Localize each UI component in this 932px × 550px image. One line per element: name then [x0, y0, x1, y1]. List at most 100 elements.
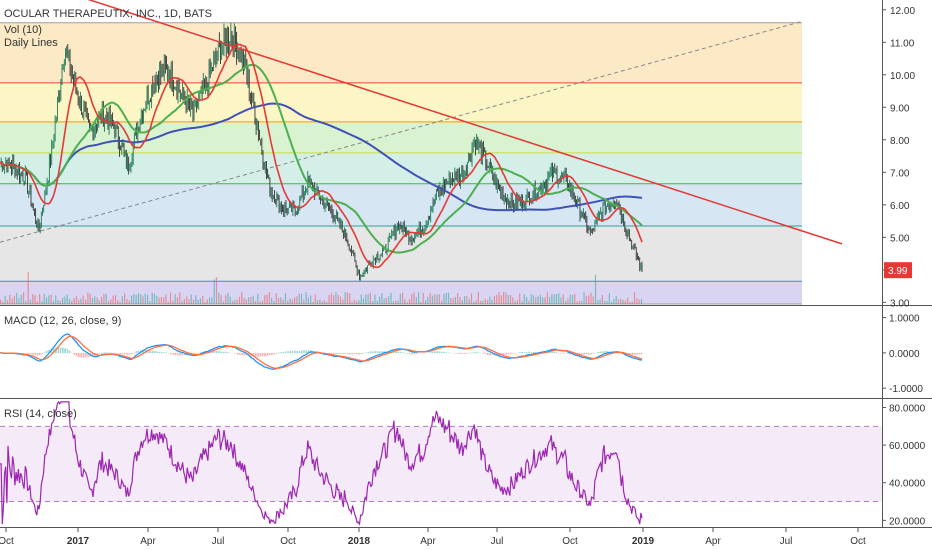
volume-bar — [0, 299, 2, 304]
time-tick-label: Oct — [850, 536, 866, 547]
volume-bar — [110, 299, 112, 304]
ma-200-line[interactable] — [0, 102, 643, 212]
volume-bar — [505, 292, 507, 304]
macd-histogram-bar — [514, 352, 517, 354]
macd-histogram-bar — [176, 352, 179, 356]
volume-bar — [87, 292, 89, 304]
price-tick-label: 5.00 — [890, 233, 910, 244]
volume-bar — [195, 295, 197, 304]
macd-histogram-bar — [473, 352, 475, 354]
ma-20-line[interactable] — [0, 43, 643, 269]
macd-histogram-bar — [484, 352, 487, 355]
diagonal-trendline[interactable] — [0, 20, 804, 243]
volume-bar — [401, 292, 404, 304]
macd-histogram-bar — [512, 352, 514, 354]
volume-bar — [165, 294, 167, 304]
macd-histogram-bar — [149, 350, 151, 354]
volume-bar — [62, 297, 64, 304]
volume-bar — [73, 298, 75, 304]
volume-bar — [142, 296, 144, 304]
volume-bar — [629, 301, 631, 304]
macd-histogram-bar — [275, 352, 278, 354]
volume-bar — [548, 297, 551, 304]
volume-bar — [287, 300, 289, 304]
fib-zone — [0, 22, 802, 83]
volume-bar — [571, 294, 574, 304]
price-tick-label: 12.00 — [890, 6, 915, 17]
descending-trendline[interactable] — [60, 0, 843, 245]
volume-bar — [480, 300, 482, 304]
macd-pane[interactable] — [0, 333, 643, 370]
time-tick-label: Apr — [705, 536, 721, 547]
volume-bar — [2, 301, 4, 304]
price-tick-label: 10.00 — [890, 71, 915, 82]
fib-zone — [0, 281, 802, 304]
volume-bar — [112, 295, 114, 304]
volume-bar — [133, 294, 135, 304]
macd-histogram-bar — [158, 351, 161, 354]
volume-bar — [360, 294, 362, 304]
volume-bar — [337, 294, 339, 304]
macd-histogram-bar — [252, 352, 255, 357]
macd-histogram-bar — [29, 352, 32, 355]
macd-histogram-bar — [509, 352, 512, 355]
macd-histogram-bar — [466, 352, 468, 354]
macd-histogram-bar — [78, 352, 80, 358]
macd-line[interactable] — [0, 333, 643, 370]
volume-bar — [381, 293, 383, 304]
macd-histogram-bar — [280, 352, 282, 354]
volume-bar — [101, 296, 103, 304]
macd-histogram-bar — [98, 352, 101, 354]
volume-bar — [284, 293, 287, 304]
macd-histogram-bar — [110, 352, 112, 354]
ma-50-line[interactable] — [0, 63, 643, 254]
volume-bar — [404, 299, 406, 304]
volume-bar — [326, 301, 328, 304]
macd-histogram-bar — [360, 352, 363, 355]
volume-bar — [434, 294, 436, 304]
macd-histogram-bar — [601, 351, 604, 354]
macd-histogram-bar — [52, 348, 55, 354]
volume-bar — [473, 301, 475, 304]
macd-histogram-bar — [236, 352, 239, 355]
volume-bar — [528, 300, 530, 304]
volume-bar — [353, 299, 355, 304]
macd-histogram-bar — [401, 352, 404, 354]
rsi-line[interactable] — [0, 400, 643, 526]
fib-zone — [0, 225, 802, 282]
macd-histogram-bar — [57, 347, 60, 354]
price-pane[interactable] — [0, 0, 843, 305]
volume-bar — [151, 292, 153, 304]
volume-bar — [560, 297, 562, 304]
volume-bar — [98, 300, 100, 304]
volume-bar — [555, 294, 558, 304]
volume-bar — [519, 293, 521, 304]
macd-histogram-bar — [307, 350, 310, 354]
volume-bar — [466, 296, 468, 304]
macd-histogram-bar — [75, 352, 78, 357]
chart-title: OCULAR THERAPEUTIX, INC., 1D, BATS — [4, 8, 212, 20]
rsi-pane[interactable] — [0, 400, 882, 526]
macd-histogram-bar — [631, 352, 634, 356]
macd-histogram-bar — [220, 351, 223, 354]
macd-histogram-bar — [151, 350, 154, 354]
rsi-tick-label: 40.0000 — [889, 479, 926, 490]
macd-histogram-bar — [461, 352, 464, 354]
macd-signal-line[interactable] — [0, 335, 643, 369]
volume-bar — [174, 294, 176, 304]
volume-bar — [583, 292, 585, 304]
volume-bar — [305, 292, 307, 304]
rsi-title: RSI (14, close) — [4, 408, 77, 420]
volume-bar — [310, 295, 312, 304]
macd-title: MACD (12, 26, close, 9) — [4, 315, 121, 327]
volume-bar — [64, 296, 66, 304]
volume-bar — [319, 299, 321, 304]
volume-bar — [39, 294, 41, 304]
macd-histogram-bar — [351, 352, 354, 355]
volume-bar — [11, 298, 13, 304]
volume-bar — [316, 300, 319, 304]
macd-histogram-bar — [528, 351, 530, 354]
macd-histogram-bar — [36, 352, 39, 356]
volume-bar — [633, 292, 636, 304]
